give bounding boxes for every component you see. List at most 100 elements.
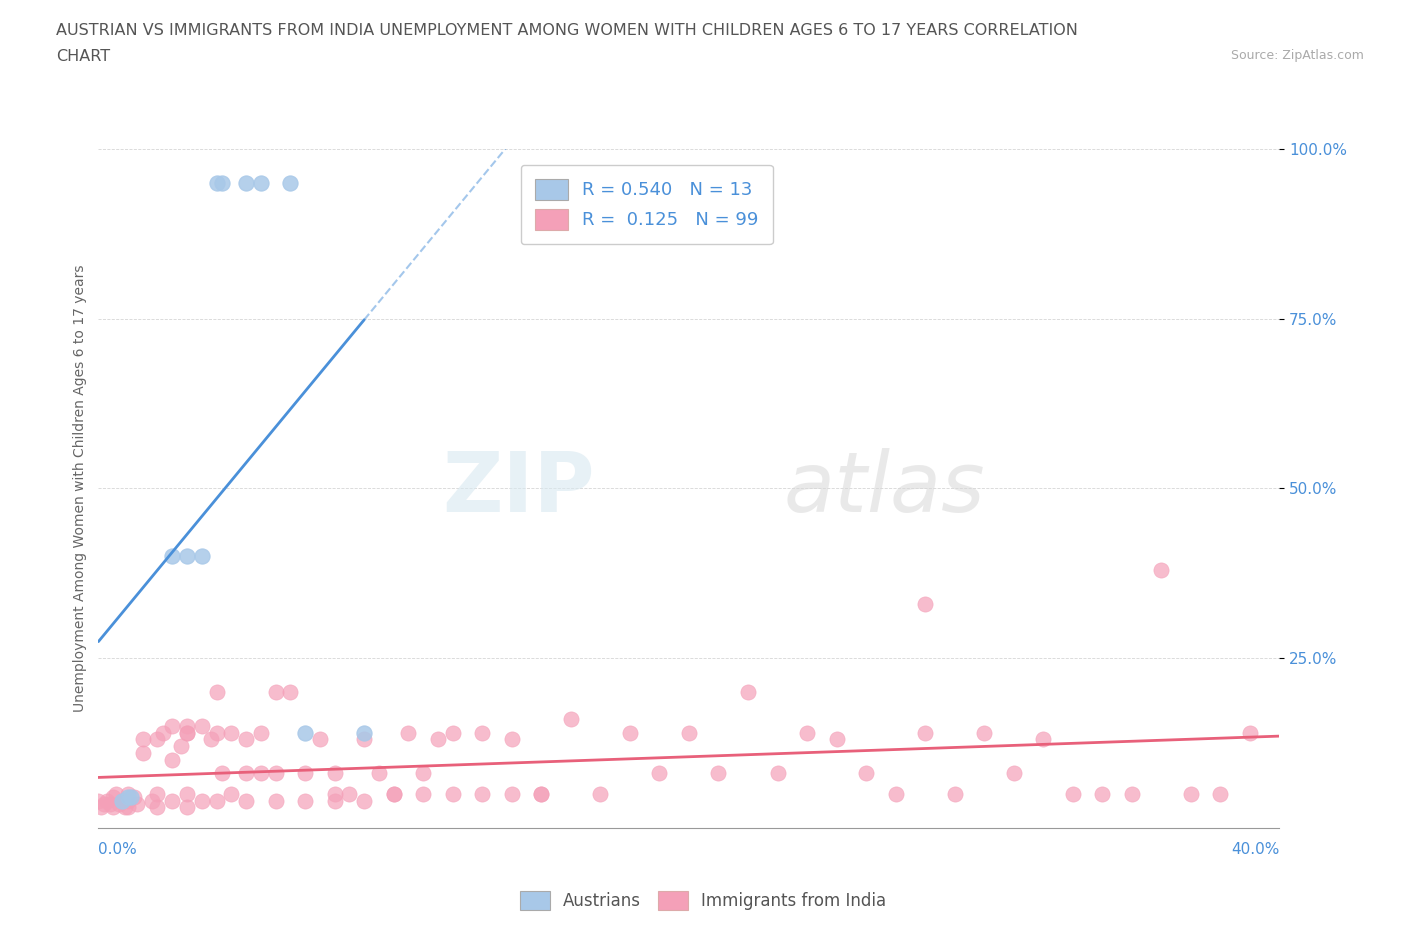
Point [103, 790, 125, 804]
Point [943, 787, 966, 802]
Point [235, 793, 257, 808]
Point [619, 725, 641, 740]
Point [1180, 787, 1202, 802]
Legend: Austrians, Immigrants from India: Austrians, Immigrants from India [513, 884, 893, 917]
Point [162, 718, 183, 733]
Point [219, 787, 243, 802]
Point [146, 787, 169, 802]
Point [250, 766, 273, 781]
Point [914, 596, 936, 611]
Point [368, 766, 391, 781]
Text: CHART: CHART [56, 49, 110, 64]
Point [323, 766, 346, 781]
Point [176, 549, 198, 564]
Point [114, 800, 136, 815]
Point [441, 725, 464, 740]
Text: AUSTRIAN VS IMMIGRANTS FROM INDIA UNEMPLOYMENT AMONG WOMEN WITH CHILDREN AGES 6 : AUSTRIAN VS IMMIGRANTS FROM INDIA UNEMPL… [56, 23, 1078, 38]
Y-axis label: Unemployment Among Women with Children Ages 6 to 17 years: Unemployment Among Women with Children A… [73, 264, 87, 712]
Point [132, 732, 155, 747]
Point [294, 725, 316, 740]
Point [205, 175, 228, 191]
Point [146, 732, 169, 747]
Point [87, 793, 110, 808]
Point [205, 684, 228, 699]
Point [176, 725, 198, 740]
Point [337, 787, 360, 802]
Point [146, 800, 169, 815]
Point [111, 793, 134, 808]
Point [766, 766, 789, 781]
Point [560, 711, 582, 726]
Point [205, 725, 228, 740]
Point [176, 718, 198, 733]
Point [117, 790, 139, 804]
Point [1150, 563, 1173, 578]
Point [125, 796, 148, 811]
Point [412, 766, 434, 781]
Point [309, 732, 332, 747]
Point [96, 793, 118, 808]
Point [323, 793, 346, 808]
Text: 40.0%: 40.0% [1232, 842, 1279, 857]
Point [111, 793, 134, 808]
Point [205, 793, 228, 808]
Point [1209, 787, 1232, 802]
Point [162, 752, 183, 767]
Point [855, 766, 877, 781]
Point [200, 732, 222, 747]
Legend: R = 0.540   N = 13, R =  0.125   N = 99: R = 0.540 N = 13, R = 0.125 N = 99 [520, 165, 773, 245]
Text: ZIP: ZIP [441, 447, 595, 529]
Point [117, 800, 139, 815]
Point [678, 725, 700, 740]
Point [93, 796, 115, 811]
Point [1091, 787, 1114, 802]
Point [250, 725, 273, 740]
Point [90, 800, 112, 815]
Point [707, 766, 730, 781]
Point [914, 725, 936, 740]
Point [191, 549, 214, 564]
Point [1239, 725, 1261, 740]
Point [211, 766, 233, 781]
Point [471, 787, 494, 802]
Point [973, 725, 995, 740]
Point [162, 549, 183, 564]
Point [117, 793, 139, 808]
Point [122, 790, 145, 804]
Point [501, 732, 523, 747]
Point [294, 766, 316, 781]
Point [441, 787, 464, 802]
Point [264, 684, 287, 699]
Point [412, 787, 434, 802]
Point [353, 732, 375, 747]
Point [796, 725, 818, 740]
Text: 0.0%: 0.0% [98, 842, 138, 857]
Point [141, 793, 163, 808]
Point [132, 746, 155, 761]
Point [191, 718, 214, 733]
Point [737, 684, 759, 699]
Point [530, 787, 553, 802]
Point [501, 787, 523, 802]
Point [162, 793, 183, 808]
Point [382, 787, 405, 802]
Point [278, 175, 302, 191]
Point [825, 732, 848, 747]
Point [278, 684, 302, 699]
Point [235, 175, 257, 191]
Point [1002, 766, 1025, 781]
Point [323, 787, 346, 802]
Point [382, 787, 405, 802]
Point [105, 787, 128, 802]
Point [235, 766, 257, 781]
Point [530, 787, 553, 802]
Point [1121, 787, 1143, 802]
Point [353, 793, 375, 808]
Point [648, 766, 671, 781]
Point [219, 725, 243, 740]
Point [117, 787, 139, 802]
Point [294, 793, 316, 808]
Point [264, 766, 287, 781]
Text: atlas: atlas [783, 447, 986, 529]
Point [264, 793, 287, 808]
